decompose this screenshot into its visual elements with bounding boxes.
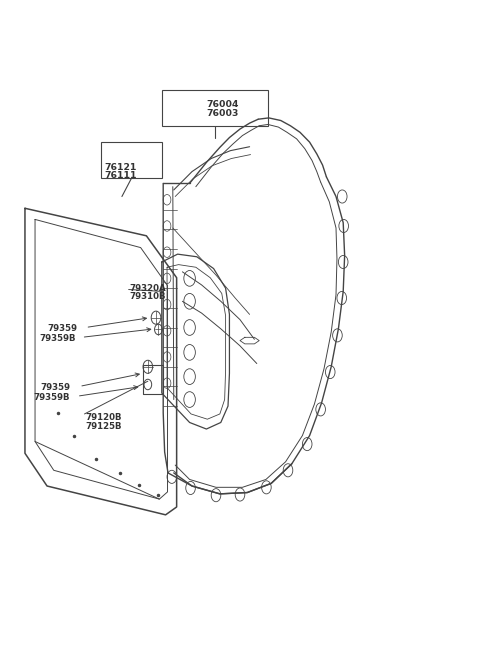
Text: 76111: 76111 — [105, 171, 137, 180]
Bar — [101, 142, 162, 178]
Text: 76003: 76003 — [206, 109, 239, 118]
Text: 76004: 76004 — [206, 100, 239, 109]
Text: 79125B: 79125B — [85, 422, 122, 431]
Text: 79310B: 79310B — [130, 292, 166, 301]
Text: 79320A: 79320A — [130, 284, 166, 293]
Text: 79359: 79359 — [41, 383, 71, 392]
Text: 79359: 79359 — [47, 324, 77, 333]
Text: 79359B: 79359B — [40, 334, 76, 343]
Text: 79120B: 79120B — [85, 413, 122, 422]
Bar — [162, 90, 268, 126]
Text: 76121: 76121 — [105, 162, 137, 172]
Text: 79359B: 79359B — [34, 393, 70, 402]
